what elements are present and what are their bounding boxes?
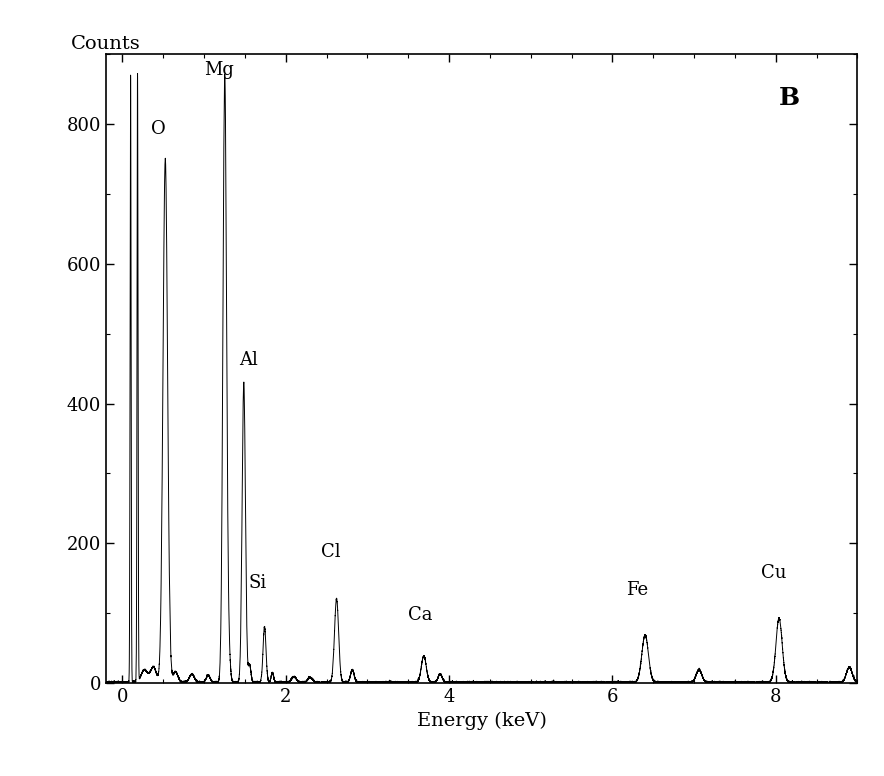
Text: Si: Si <box>248 574 266 592</box>
Text: B: B <box>780 86 800 110</box>
Text: Al: Al <box>240 351 258 369</box>
Text: Cl: Cl <box>321 542 340 560</box>
X-axis label: Energy (keV): Energy (keV) <box>417 712 546 729</box>
Text: Cu: Cu <box>760 563 786 582</box>
Text: Ca: Ca <box>408 605 433 624</box>
Text: Counts: Counts <box>71 35 141 53</box>
Text: O: O <box>151 120 165 138</box>
Text: Mg: Mg <box>204 61 233 79</box>
Text: Fe: Fe <box>626 581 648 599</box>
